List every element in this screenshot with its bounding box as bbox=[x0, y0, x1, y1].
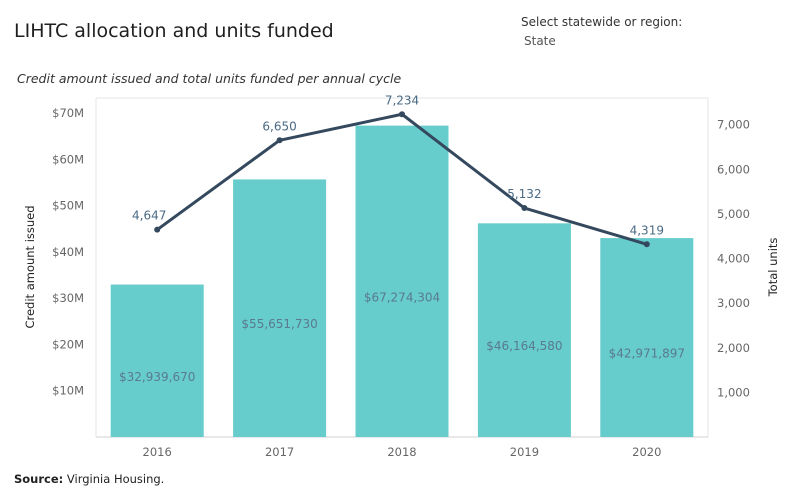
y2-tick-3: 4,000 bbox=[717, 252, 750, 266]
y-tick-4: $50M bbox=[52, 199, 84, 213]
bar-label-2019: $46,164,580 bbox=[486, 339, 562, 353]
y2-tick-6: 7,000 bbox=[717, 118, 750, 132]
units-point-2018[interactable] bbox=[399, 111, 405, 118]
y-tick-6: $70M bbox=[52, 106, 84, 120]
bar-2016[interactable] bbox=[110, 284, 204, 437]
page-title: LIHTC allocation and units funded bbox=[14, 20, 334, 42]
x-tick-2017: 2017 bbox=[265, 445, 294, 459]
y-tick-0: $10M bbox=[52, 384, 84, 398]
x-tick-2016: 2016 bbox=[143, 445, 172, 459]
x-tick-2020: 2020 bbox=[632, 445, 661, 459]
units-point-2016[interactable] bbox=[154, 226, 161, 233]
y2-tick-2: 3,000 bbox=[717, 296, 750, 310]
y2-tick-1: 2,000 bbox=[717, 341, 750, 355]
units-label-2019: 5,132 bbox=[507, 187, 541, 201]
y2-tick-5: 6,000 bbox=[717, 162, 750, 176]
units-label-2018: 7,234 bbox=[385, 93, 419, 107]
y2-tick-0: 1,000 bbox=[717, 385, 750, 399]
y-tick-3: $40M bbox=[52, 245, 84, 259]
units-point-2017[interactable] bbox=[276, 137, 283, 144]
y-tick-2: $30M bbox=[52, 291, 84, 305]
y-tick-1: $20M bbox=[52, 337, 84, 351]
bar-2020[interactable] bbox=[600, 238, 694, 437]
units-point-2020[interactable] bbox=[643, 241, 650, 248]
source-label: Source: bbox=[14, 472, 64, 486]
units-label-2017: 6,650 bbox=[262, 119, 296, 133]
bar-label-2017: $55,651,730 bbox=[241, 317, 317, 331]
region-filter-label: Select statewide or region: bbox=[521, 15, 683, 29]
bar-label-2020: $42,971,897 bbox=[609, 347, 685, 361]
y-tick-5: $60M bbox=[52, 152, 84, 166]
y2-tick-4: 5,000 bbox=[717, 207, 750, 221]
y-axis-title: Credit amount issued bbox=[23, 205, 37, 328]
bar-label-2016: $32,939,670 bbox=[119, 370, 195, 384]
source-text: Virginia Housing. bbox=[63, 472, 165, 486]
bar-2017[interactable] bbox=[233, 179, 327, 437]
bar-2019[interactable] bbox=[477, 223, 571, 437]
chart-subtitle: Credit amount issued and total units fun… bbox=[17, 71, 402, 86]
x-tick-2019: 2019 bbox=[510, 445, 539, 459]
y2-axis-title: Total units bbox=[766, 238, 780, 298]
x-tick-2018: 2018 bbox=[387, 445, 416, 459]
units-point-2019[interactable] bbox=[521, 205, 528, 212]
units-label-2016: 4,647 bbox=[132, 209, 166, 223]
region-filter-select[interactable]: State bbox=[524, 34, 556, 48]
source-note: Source: Virginia Housing. bbox=[14, 472, 164, 486]
bar-label-2018: $67,274,304 bbox=[364, 290, 440, 304]
bar-2018[interactable] bbox=[355, 125, 449, 437]
units-label-2020: 4,319 bbox=[630, 223, 664, 237]
